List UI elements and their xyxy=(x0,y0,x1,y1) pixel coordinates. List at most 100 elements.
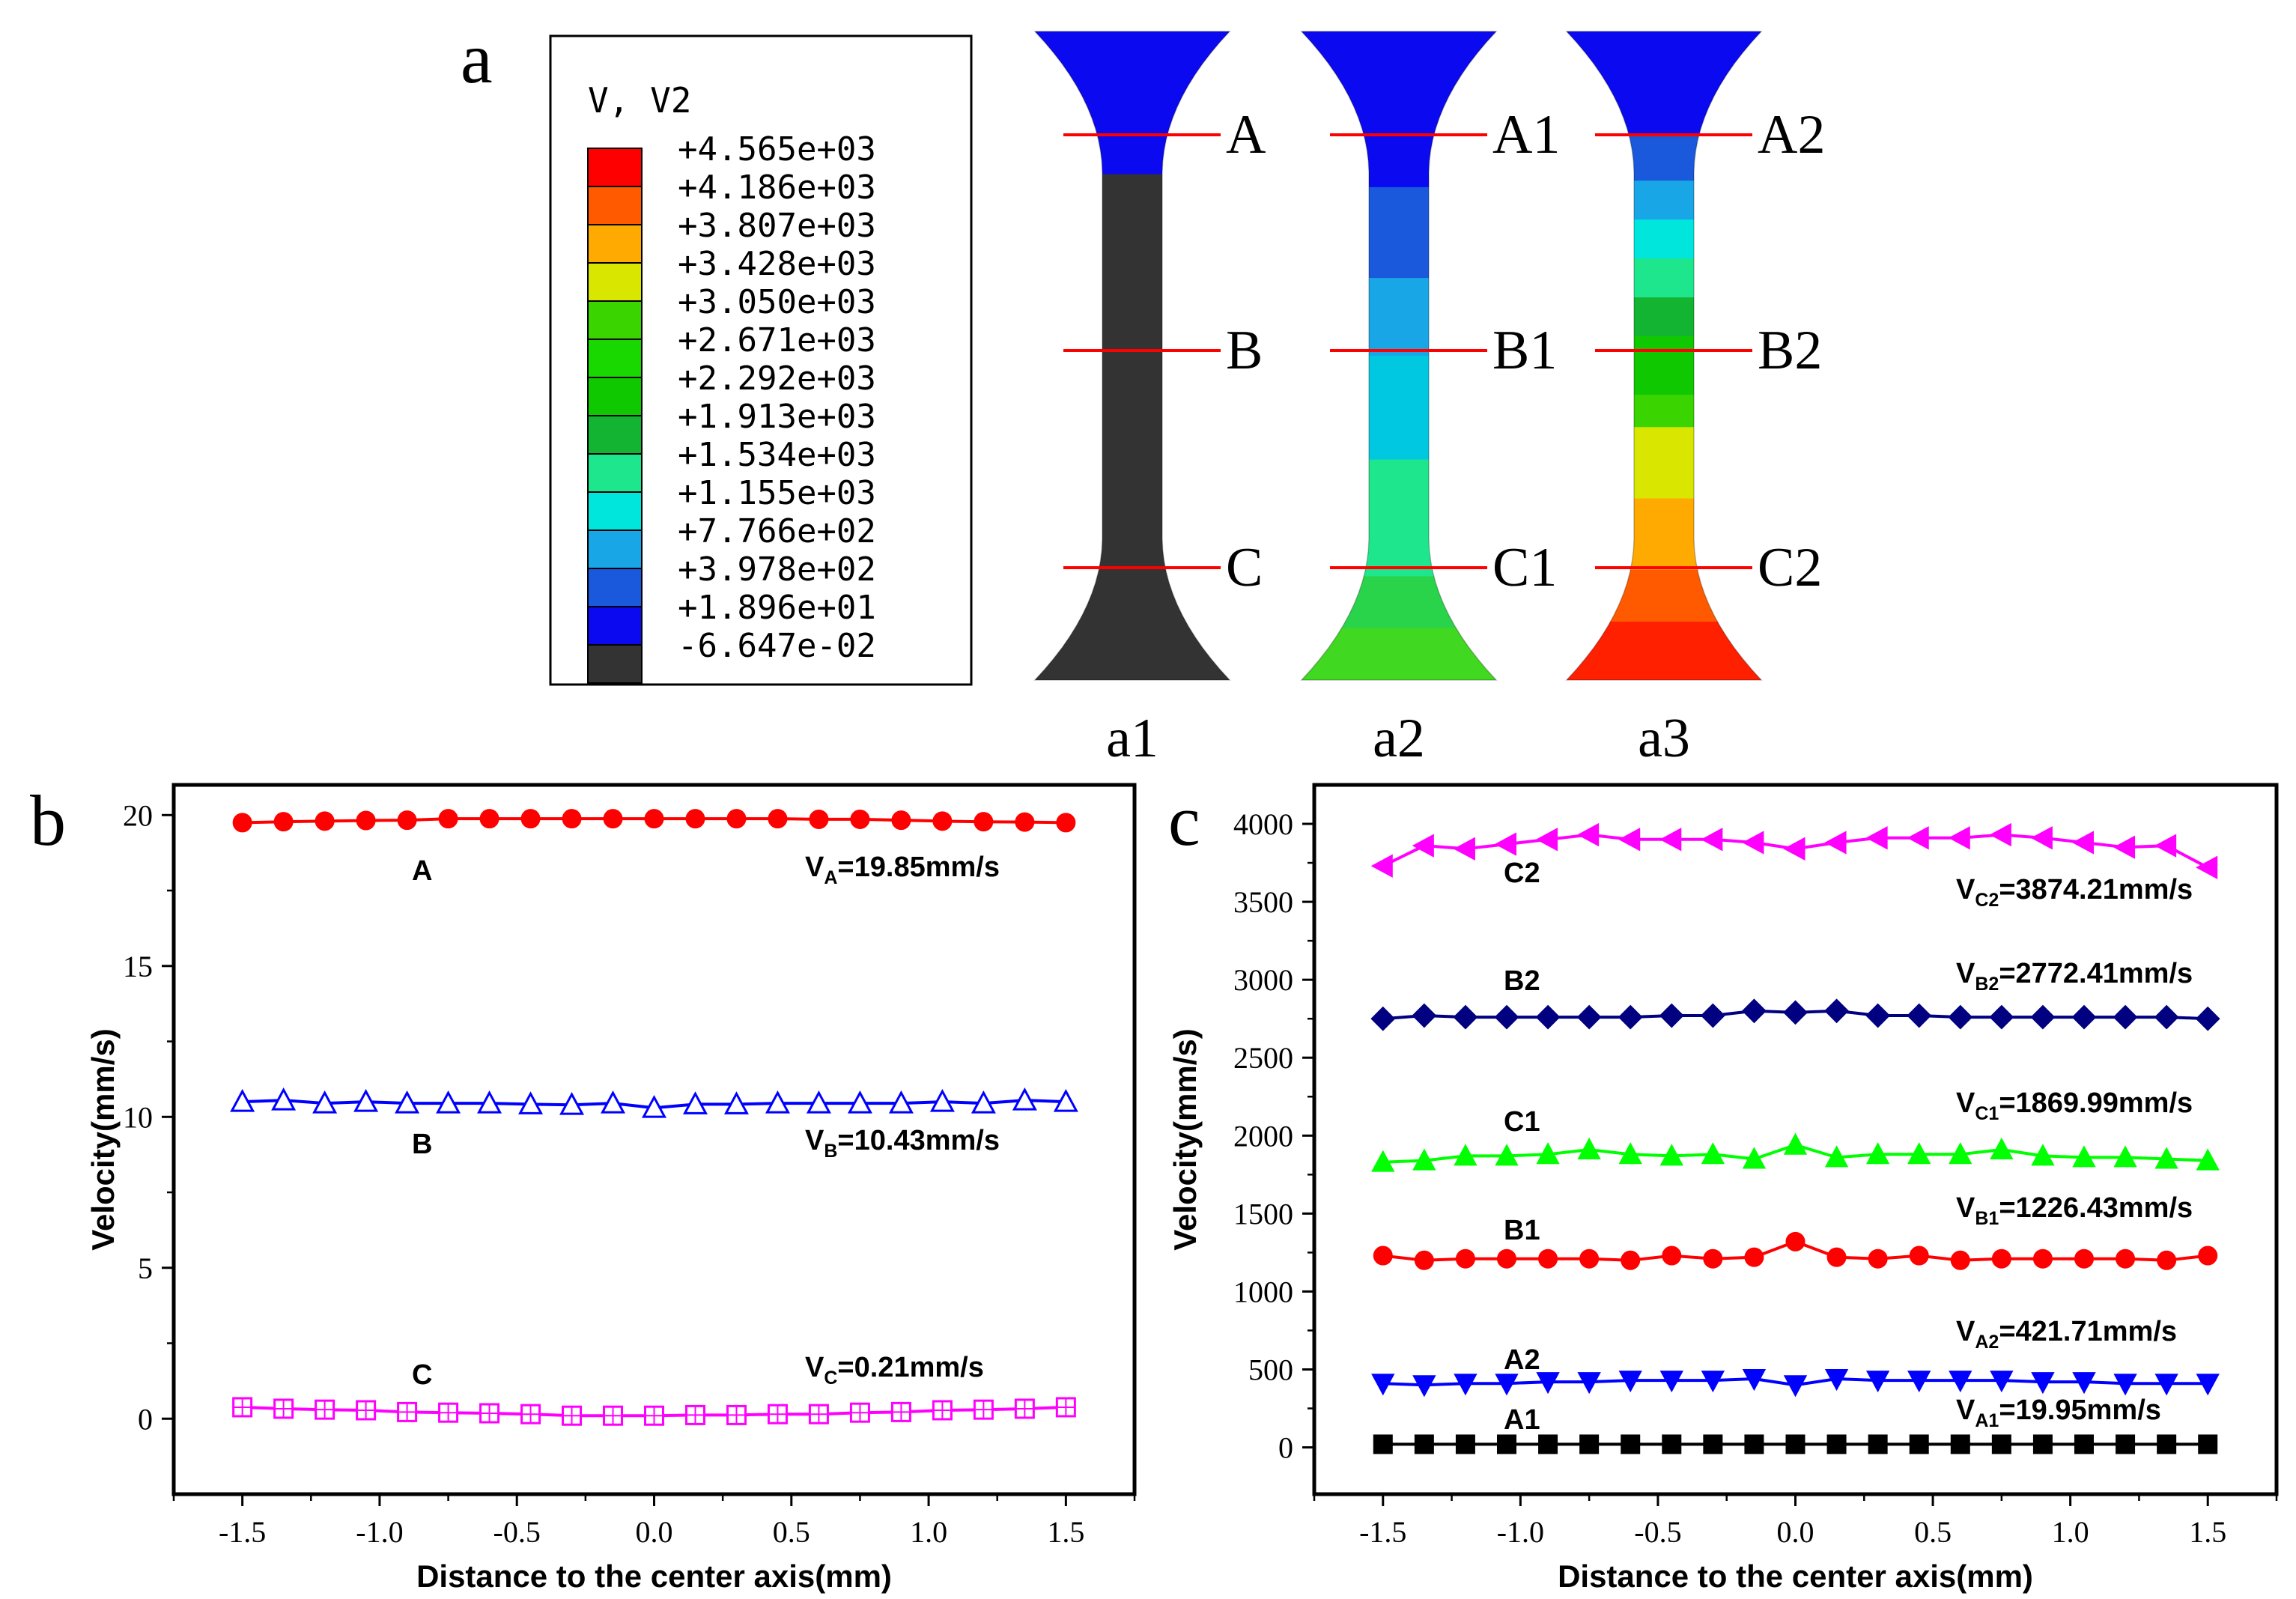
data-point-marker xyxy=(273,1398,294,1419)
legend-swatch xyxy=(587,453,643,493)
contour-band xyxy=(1035,174,1230,680)
x-tick-label: -0.5 xyxy=(493,1515,541,1549)
annotation-main: V xyxy=(1956,1316,1975,1347)
data-point-marker xyxy=(1662,1245,1682,1266)
y-tick-label: 2500 xyxy=(1233,1041,1293,1075)
section-label-C2: C2 xyxy=(1758,537,1822,598)
data-point-marker xyxy=(1412,1375,1436,1398)
data-point-marker xyxy=(1659,1003,1684,1028)
data-point-marker xyxy=(1014,1398,1035,1419)
legend-swatch xyxy=(587,224,643,264)
data-point-marker xyxy=(1949,1371,1972,1393)
data-point-marker xyxy=(1414,1250,1434,1270)
series-annotation: VA1=19.95mm/s xyxy=(1956,1395,2161,1431)
data-point-marker xyxy=(723,1091,749,1114)
data-point-marker xyxy=(2154,1004,2179,1030)
data-point-marker xyxy=(2154,834,2177,858)
data-point-marker xyxy=(2113,1004,2138,1030)
y-tick-label: 0 xyxy=(138,1402,153,1436)
data-point-marker xyxy=(1701,1142,1725,1165)
data-point-marker xyxy=(1907,826,1929,850)
legend-level-label: +3.428e+03 xyxy=(678,245,876,283)
data-point-marker xyxy=(603,1405,624,1426)
y-tick-label: 0 xyxy=(1278,1431,1293,1465)
data-point-marker xyxy=(1744,1434,1764,1454)
annotation-sub: A xyxy=(824,867,837,888)
y-tick-label: 10 xyxy=(123,1100,153,1134)
data-point-marker xyxy=(438,1402,459,1423)
data-point-marker xyxy=(1453,837,1475,861)
data-point-marker xyxy=(1579,1434,1600,1454)
data-point-marker xyxy=(1412,834,1434,858)
legend-swatch xyxy=(587,530,643,569)
data-point-marker xyxy=(520,809,541,829)
legend-level-label: +7.766e+02 xyxy=(678,512,876,550)
data-point-marker xyxy=(1826,1247,1847,1267)
data-point-marker xyxy=(2072,1145,2096,1168)
annotation-main: V xyxy=(1956,1395,1975,1426)
contour-band xyxy=(1302,278,1496,356)
data-point-marker xyxy=(1454,1374,1477,1396)
data-point-marker xyxy=(2031,1144,2055,1166)
data-point-marker xyxy=(397,810,417,831)
specimen-caption-a1: a1 xyxy=(1106,708,1158,769)
legend-swatch xyxy=(587,300,643,340)
data-point-marker xyxy=(1991,1248,2011,1269)
annotation-rest: =0.21mm/s xyxy=(837,1352,983,1383)
annotation-rest: =421.71mm/s xyxy=(1999,1316,2177,1347)
data-point-marker xyxy=(1659,1371,1683,1393)
data-point-marker xyxy=(1868,1248,1888,1269)
data-point-marker xyxy=(1412,1003,1437,1028)
data-point-marker xyxy=(1907,1003,1932,1028)
y-tick-label: 500 xyxy=(1248,1353,1293,1386)
data-point-marker xyxy=(2196,1374,2220,1396)
data-point-marker xyxy=(2113,1374,2137,1396)
contour-band xyxy=(1567,31,1761,136)
data-point-marker xyxy=(1824,998,1849,1024)
section-label-A2: A2 xyxy=(1758,104,1825,166)
data-point-marker xyxy=(601,1090,626,1114)
specimen-a1: A B Ca1 xyxy=(1033,31,1266,769)
data-point-marker xyxy=(847,1090,872,1114)
x-tick-label: 1.5 xyxy=(2189,1515,2226,1549)
specimen-bands xyxy=(1302,31,1496,680)
specimen-a3: A2 B2 C2 a3 xyxy=(1565,31,1825,769)
data-point-marker xyxy=(273,812,294,832)
data-point-marker xyxy=(603,809,623,829)
data-point-marker xyxy=(765,1090,790,1114)
data-point-marker xyxy=(1056,813,1076,833)
data-point-marker xyxy=(1370,854,1393,878)
data-point-marker xyxy=(1783,1000,1808,1025)
data-point-marker xyxy=(1948,826,1970,850)
data-point-marker xyxy=(1535,1004,1561,1030)
data-point-marker xyxy=(1659,828,1682,852)
data-point-marker xyxy=(890,1401,911,1422)
chart-b: -1.5 -1.0 -0.5 0.0 0.5 1.0 1.5 0 5 10 15 20 Distance… xyxy=(85,783,1137,1594)
annotation-rest: =1226.43mm/s xyxy=(1999,1192,2193,1224)
legend-swatch xyxy=(587,606,643,646)
data-point-marker xyxy=(1703,1434,1723,1454)
annotation-rest: =2772.41mm/s xyxy=(1999,958,2193,989)
contour-band xyxy=(1302,186,1496,279)
panel-b-label: b xyxy=(30,780,66,861)
data-point-marker xyxy=(1618,1004,1643,1030)
data-point-marker xyxy=(2196,855,2218,879)
annotation-main: V xyxy=(1956,1087,1975,1119)
x-tick-label: 1.0 xyxy=(2052,1515,2089,1549)
x-tick-label: 1.0 xyxy=(910,1515,947,1549)
annotation-rest: =10.43mm/s xyxy=(837,1125,1000,1156)
section-label-B: B xyxy=(1226,320,1263,381)
data-point-marker xyxy=(641,1095,667,1118)
data-point-marker xyxy=(1824,831,1847,855)
data-point-marker xyxy=(271,1087,297,1111)
data-point-marker xyxy=(1618,1142,1642,1165)
contour-band xyxy=(1302,31,1496,188)
data-point-marker xyxy=(806,1090,831,1114)
contour-band xyxy=(1567,135,1761,182)
data-point-marker xyxy=(232,813,252,833)
annotation-sub: C1 xyxy=(1975,1103,1999,1124)
series-annotation: VA2=421.71mm/s xyxy=(1956,1316,2177,1353)
y-tick-label: 1000 xyxy=(1233,1275,1293,1308)
data-point-marker xyxy=(1948,1004,1973,1030)
legend-swatch xyxy=(587,339,643,378)
